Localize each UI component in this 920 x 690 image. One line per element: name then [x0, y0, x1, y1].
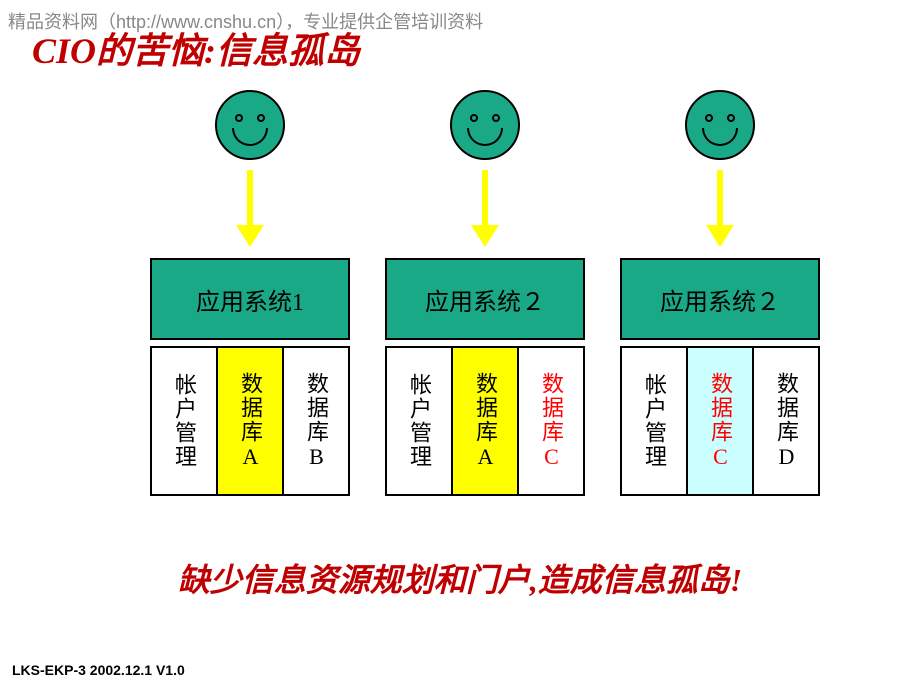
db-cell: 数据库C: [519, 346, 585, 496]
db-cell: 帐户管理: [150, 346, 218, 496]
db-row: 帐户管理 数据库A 数据库B: [150, 346, 350, 496]
db-cell: 数据库A: [453, 346, 519, 496]
app-system-box: 应用系统1: [150, 258, 350, 340]
conclusion-text: 缺少信息资源规划和门户,造成信息孤岛!: [0, 555, 920, 601]
arrow-icon: [471, 170, 499, 250]
arrow-icon: [706, 170, 734, 250]
smiley-icon: [450, 90, 520, 160]
db-cell: 数据库D: [754, 346, 820, 496]
slide-title: CIO的苦恼:信息孤岛: [32, 22, 360, 74]
db-row: 帐户管理 数据库A 数据库C: [385, 346, 585, 496]
diagram-columns: 应用系统1 帐户管理 数据库A 数据库B 应用系统２ 帐户管理 数据库A 数据库…: [150, 90, 820, 496]
db-cell: 数据库A: [218, 346, 284, 496]
column-2: 应用系统２ 帐户管理 数据库A 数据库C: [385, 90, 585, 496]
app-system-box: 应用系统２: [385, 258, 585, 340]
app-system-box: 应用系统２: [620, 258, 820, 340]
db-cell: 数据库B: [284, 346, 350, 496]
column-1: 应用系统1 帐户管理 数据库A 数据库B: [150, 90, 350, 496]
db-row: 帐户管理 数据库C 数据库D: [620, 346, 820, 496]
db-cell: 帐户管理: [385, 346, 453, 496]
db-cell: 帐户管理: [620, 346, 688, 496]
db-cell: 数据库C: [688, 346, 754, 496]
smiley-icon: [215, 90, 285, 160]
arrow-icon: [236, 170, 264, 250]
column-3: 应用系统２ 帐户管理 数据库C 数据库D: [620, 90, 820, 496]
footer-text: LKS-EKP-3 2002.12.1 V1.0: [12, 662, 185, 678]
smiley-icon: [685, 90, 755, 160]
